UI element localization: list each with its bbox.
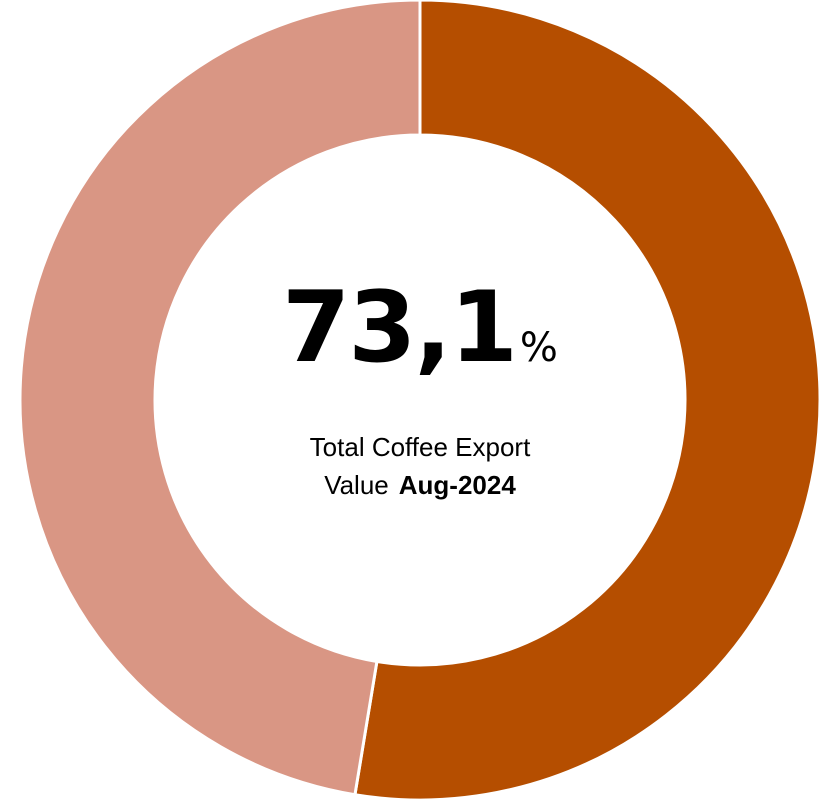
center-caption: Total Coffee Export Value Aug-2024 xyxy=(220,428,620,504)
donut-slices xyxy=(18,0,822,802)
center-value: 73,1% xyxy=(220,268,620,388)
caption-line-1: Total Coffee Export xyxy=(309,432,531,462)
center-value-number: 73,1 xyxy=(282,271,518,385)
caption-line-2: Value Aug-2024 xyxy=(220,466,620,504)
caption-period: Aug-2024 xyxy=(398,470,516,500)
donut-slice-1 xyxy=(353,0,822,802)
caption-prefix: Value xyxy=(324,470,389,500)
center-value-unit: % xyxy=(519,325,558,371)
donut-slice-2 xyxy=(18,0,422,797)
